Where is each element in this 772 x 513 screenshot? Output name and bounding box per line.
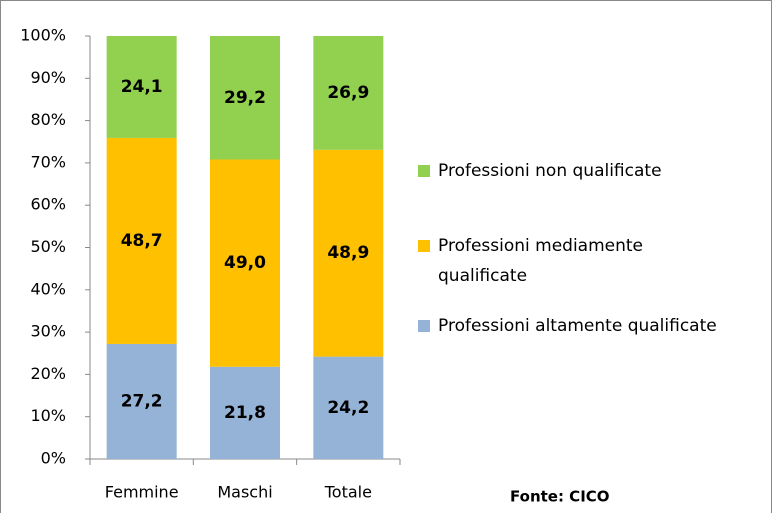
y-tick-label: 70%: [30, 152, 66, 171]
legend-label: Professioni altamente qualificate: [438, 316, 717, 336]
legend-swatch: [418, 320, 430, 332]
bar-segment: [210, 36, 280, 160]
legend-swatch: [418, 165, 430, 177]
legend-item: Professioni non qualificate: [418, 156, 758, 186]
y-tick-label: 50%: [30, 237, 66, 256]
legend-item: Professioni mediamente qualificate: [418, 231, 668, 291]
value-label: 24,1: [121, 77, 163, 97]
value-label: 48,7: [121, 231, 163, 251]
value-label: 24,2: [327, 398, 369, 418]
annotation: Fonte: CICO: [510, 488, 610, 506]
y-tick-label: 10%: [30, 406, 66, 425]
bar-segment: [106, 343, 177, 459]
value-label: 49,0: [224, 253, 266, 273]
bar-segment: [210, 159, 280, 367]
x-tick-label: Femmine: [105, 483, 179, 502]
bar-segment: [106, 36, 177, 138]
value-label: 21,8: [224, 403, 266, 423]
value-label: 48,9: [327, 243, 369, 263]
y-tick-label: 80%: [30, 110, 66, 129]
y-tick-label: 90%: [30, 68, 66, 87]
bar-segment: [106, 137, 177, 344]
legend-label: Professioni mediamente qualificate: [438, 236, 644, 286]
value-label: 26,9: [327, 83, 369, 103]
value-label: 27,2: [121, 391, 163, 411]
bar-segment: [313, 149, 384, 357]
legend-label: Professioni non qualificate: [438, 161, 662, 181]
x-tick-label: Maschi: [217, 483, 272, 502]
bar-segment: [210, 366, 280, 459]
value-label: 29,2: [224, 88, 266, 108]
y-tick-label: 30%: [30, 322, 66, 341]
y-tick-label: 60%: [30, 195, 66, 214]
legend-swatch: [418, 240, 430, 252]
y-tick-label: 0%: [41, 449, 66, 468]
y-tick-label: 20%: [30, 364, 66, 383]
x-tick-label: Totale: [324, 483, 372, 502]
legend-item: Professioni altamente qualificate: [418, 311, 758, 341]
bar-segment: [313, 36, 384, 150]
y-tick-label: 40%: [30, 279, 66, 298]
bar-segment: [313, 356, 384, 459]
y-tick-label: 100%: [20, 26, 66, 45]
